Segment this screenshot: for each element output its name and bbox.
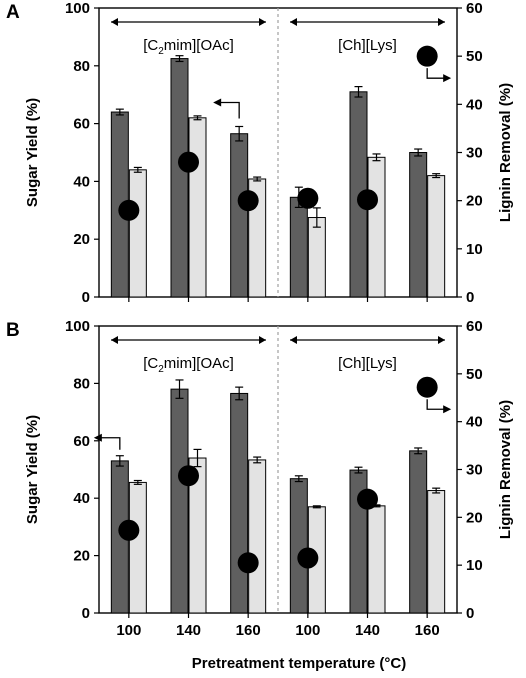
group-arrow-head-right — [259, 336, 266, 344]
group-label-main: [Ch][Lys] — [338, 355, 397, 372]
lignin-removal-marker — [237, 190, 259, 212]
y2-tick-label: 0 — [466, 289, 474, 306]
right-axis-indicator-line — [426, 68, 448, 79]
group-label-main: [C — [143, 355, 158, 372]
group-label-main: [C — [143, 37, 158, 54]
lignin-removal-marker — [416, 376, 438, 398]
y2-tick-label: 30 — [466, 145, 483, 162]
group-arrow-head-right — [438, 336, 445, 344]
group-label: [Ch][Lys] — [338, 355, 397, 372]
group-label-rest: mim][OAc] — [164, 37, 234, 54]
group-arrow-head-right — [259, 18, 266, 26]
lignin-removal-bar — [427, 175, 446, 298]
y2-tick-label: 30 — [466, 462, 483, 479]
y2-axis-label: Lignin Removal (%) — [497, 83, 514, 222]
lignin-removal-marker — [178, 465, 199, 487]
panel-letter: A — [6, 2, 20, 23]
lignin-removal-bar — [367, 505, 386, 614]
panel-letter: B — [6, 320, 20, 341]
lignin-removal-marker — [357, 189, 378, 211]
left-axis-indicator-line — [217, 101, 240, 119]
y2-tick-label: 10 — [466, 241, 483, 258]
lignin-removal-marker — [357, 488, 378, 510]
y2-tick-label: 40 — [466, 414, 483, 431]
y-tick-label: 60 — [73, 116, 90, 133]
lignin-removal-bar — [128, 481, 147, 614]
lignin-removal-bar — [248, 459, 267, 614]
sugar-yield-bar — [170, 388, 189, 614]
y2-tick-label: 10 — [466, 557, 483, 574]
sugar-yield-bar — [170, 58, 189, 298]
y-tick-label: 100 — [65, 318, 90, 335]
y-axis-label: Sugar Yield (%) — [24, 415, 41, 524]
x-axis-label: Pretreatment temperature (°C) — [192, 655, 406, 672]
sugar-yield-bar — [409, 152, 428, 298]
y-tick-label: 0 — [82, 605, 90, 622]
lignin-removal-marker — [297, 547, 319, 569]
x-tick-label: 100 — [116, 622, 141, 639]
group-label-subscript: 2 — [158, 364, 164, 375]
y2-tick-label: 60 — [466, 0, 483, 17]
y-tick-label: 20 — [73, 231, 90, 248]
left-axis-indicator-arrowhead — [93, 433, 102, 442]
y-tick-label: 0 — [82, 289, 90, 306]
group-label-rest: mim][OAc] — [164, 355, 234, 372]
sugar-yield-bar — [230, 392, 249, 614]
lignin-removal-bar — [128, 169, 147, 298]
group-arrow-head-left — [111, 336, 118, 344]
lignin-removal-marker — [237, 552, 259, 574]
sugar-yield-bar — [289, 478, 308, 614]
y2-tick-label: 0 — [466, 605, 474, 622]
y2-tick-label: 20 — [466, 193, 483, 210]
x-tick-label: 100 — [295, 622, 320, 639]
y2-tick-label: 50 — [466, 366, 483, 383]
lignin-removal-marker — [416, 45, 438, 67]
y-tick-label: 80 — [73, 375, 90, 392]
lignin-removal-bar — [367, 156, 386, 298]
y2-tick-label: 60 — [466, 318, 483, 335]
group-label: [C2mim][OAc] — [143, 37, 234, 57]
group-arrow-head-right — [438, 18, 445, 26]
group-arrow-head-left — [290, 18, 297, 26]
lignin-removal-marker — [118, 199, 140, 221]
left-axis-indicator-arrowhead — [213, 98, 222, 107]
lignin-removal-marker — [178, 151, 199, 173]
x-tick-label: 160 — [236, 622, 261, 639]
left-axis-indicator-line — [97, 437, 121, 450]
y2-tick-label: 20 — [466, 509, 483, 526]
group-label: [Ch][Lys] — [338, 37, 397, 54]
lignin-removal-marker — [118, 519, 140, 541]
y-tick-label: 40 — [73, 173, 90, 190]
group-arrow-head-left — [111, 18, 118, 26]
panel-b: 0 20 40 60 80 100 0 10 20 30 40 50 60 100 140 160 100 140… — [6, 318, 514, 639]
lignin-removal-marker — [297, 187, 319, 209]
group-label: [C2mim][OAc] — [143, 355, 234, 375]
sugar-yield-bar — [409, 450, 428, 614]
right-axis-indicator-line — [426, 399, 448, 410]
y-tick-label: 60 — [73, 433, 90, 450]
group-label-main: [Ch][Lys] — [338, 37, 397, 54]
panel-a: 0 20 40 60 80 100 0 10 20 30 40 50 60 Sugar Yield (%)… — [6, 0, 514, 306]
group-arrow-head-left — [290, 336, 297, 344]
y-tick-label: 100 — [65, 0, 90, 17]
group-label-subscript: 2 — [158, 46, 164, 57]
sugar-yield-bar — [289, 196, 308, 298]
y-tick-label: 20 — [73, 548, 90, 565]
y2-axis-label: Lignin Removal (%) — [497, 400, 514, 539]
lignin-removal-bar — [307, 217, 326, 298]
x-tick-label: 140 — [355, 622, 380, 639]
y-tick-label: 40 — [73, 490, 90, 507]
y2-tick-label: 40 — [466, 96, 483, 113]
y-tick-label: 80 — [73, 58, 90, 75]
right-axis-indicator-arrowhead — [443, 74, 452, 83]
lignin-removal-bar — [427, 490, 446, 614]
y2-tick-label: 50 — [466, 48, 483, 65]
sugar-yield-bar — [230, 133, 249, 298]
y-axis-label: Sugar Yield (%) — [24, 98, 41, 207]
lignin-removal-bar — [188, 117, 207, 298]
right-axis-indicator-arrowhead — [443, 405, 452, 414]
x-tick-label: 140 — [176, 622, 201, 639]
x-tick-label: 160 — [415, 622, 440, 639]
